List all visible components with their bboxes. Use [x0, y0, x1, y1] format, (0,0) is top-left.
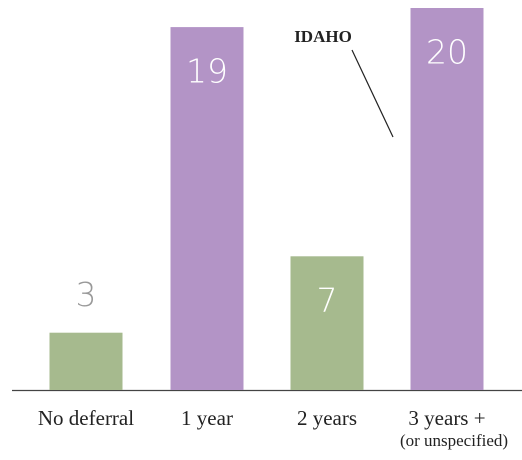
x-tick-label: 1 year: [181, 406, 233, 430]
x-tick-label: No deferral: [38, 406, 134, 430]
annotation: IDAHO: [294, 27, 352, 46]
value-label: 3: [76, 275, 97, 314]
value-label: 7: [317, 281, 338, 320]
bar: [410, 8, 484, 390]
x-tick-label: 3 years +: [408, 406, 485, 430]
value-label: 19: [186, 52, 228, 91]
annotation-pointer: [351, 49, 394, 138]
bar: [49, 332, 123, 390]
x-tick-sublabel: (or unspecified): [400, 431, 508, 450]
value-label: 20: [426, 33, 468, 72]
bar: [170, 27, 244, 390]
x-tick-label: 2 years: [297, 406, 357, 430]
bar: [290, 256, 364, 390]
